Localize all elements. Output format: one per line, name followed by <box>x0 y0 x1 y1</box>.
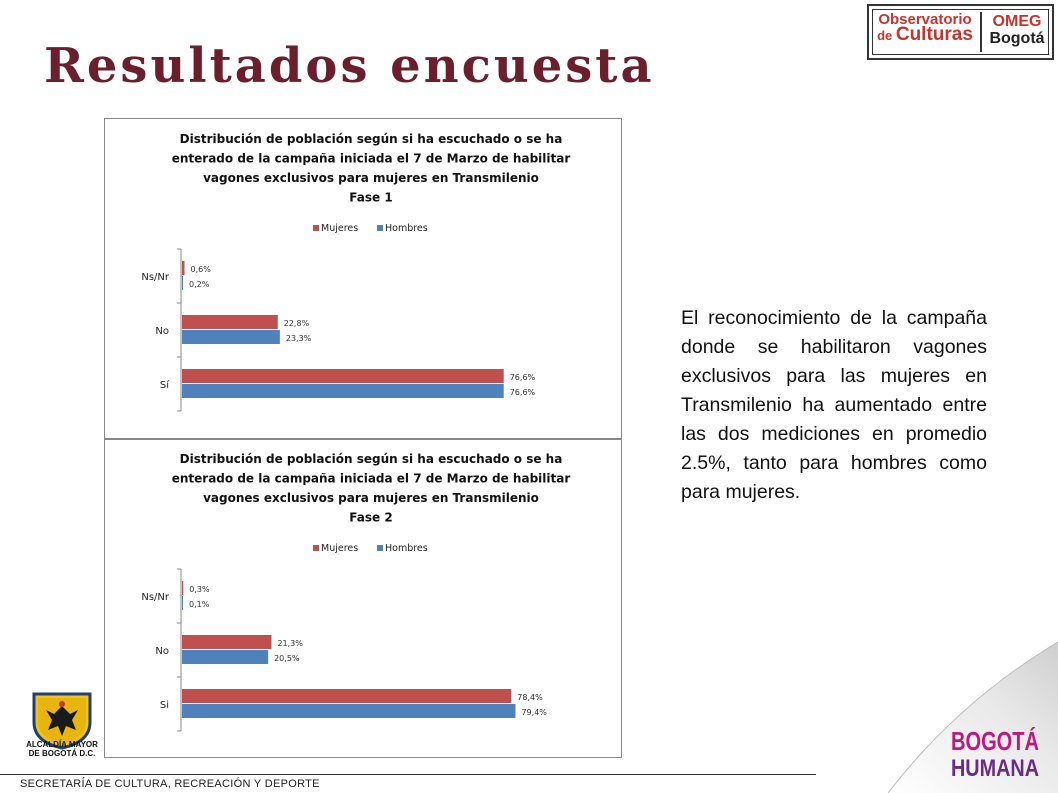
legend-swatch <box>377 225 383 231</box>
alcaldia-line2: DE BOGOTÁ D.C. <box>28 749 96 758</box>
bogota-humana-line2: HUMANA <box>951 755 1039 780</box>
bar-mujeres <box>182 369 504 383</box>
chart-title-line: enterado de la campaña iniciada el 7 de … <box>172 472 571 486</box>
observatorio-line2-prefix: de <box>877 28 896 43</box>
bogota-humana-line1: BOGOTÁ <box>951 726 1039 756</box>
chart-title-line: Fase 2 <box>349 511 392 525</box>
chart-title-line: vagones exclusivos para mujeres en Trans… <box>203 491 539 505</box>
data-label: 76,6% <box>510 373 536 382</box>
alcaldia-shield-logo <box>32 692 92 750</box>
data-label: 76,6% <box>510 388 536 397</box>
bar-hombres <box>182 276 183 290</box>
data-label: 23,3% <box>286 334 312 343</box>
legend-label: Hombres <box>385 223 428 234</box>
bar-hombres <box>182 384 504 398</box>
chart-title-line: enterado de la campaña iniciada el 7 de … <box>172 152 571 166</box>
legend-swatch <box>313 225 319 231</box>
category-label: Ns/Nr <box>141 272 170 283</box>
logo-inner-border <box>872 9 1049 55</box>
bar-mujeres <box>182 261 185 275</box>
category-label: Ns/Nr <box>141 592 170 603</box>
alcaldia-text: ALCALDÍA MAYOR DE BOGOTÁ D.C. <box>14 740 110 758</box>
chart-title-line: vagones exclusivos para mujeres en Trans… <box>203 171 539 185</box>
slide-title: Resultados encuesta <box>44 38 655 94</box>
body-text: El reconocimiento de la campaña donde se… <box>681 307 987 503</box>
observatorio-culturas-logo-text: Observatorio de Culturas <box>875 11 975 45</box>
bar-hombres <box>182 596 183 610</box>
data-label: 22,8% <box>284 319 310 328</box>
bar-mujeres <box>182 315 278 329</box>
logo-separator <box>980 12 982 52</box>
data-label: 20,5% <box>274 654 300 663</box>
legend-label: Mujeres <box>321 223 358 234</box>
observatorio-line2: de Culturas <box>875 24 975 45</box>
data-label: 79,4% <box>521 708 547 717</box>
chart-title-line: Fase 1 <box>349 191 392 205</box>
bar-hombres <box>182 330 280 344</box>
chart-fase-2: Distribución de población según si ha es… <box>141 452 571 732</box>
category-label: Si <box>160 700 169 711</box>
data-label: 0,6% <box>191 265 212 274</box>
bar-mujeres <box>182 689 512 703</box>
data-label: 0,3% <box>189 585 210 594</box>
bar-mujeres <box>182 581 184 595</box>
bar-mujeres <box>182 635 272 649</box>
chart-title-line: Distribución de población según si ha es… <box>180 452 563 466</box>
legend-label: Hombres <box>385 543 428 554</box>
bar-hombres <box>182 704 516 718</box>
footer-text: SECRETARÍA DE CULTURA, RECREACIÓN Y DEPO… <box>20 778 320 790</box>
category-label: No <box>155 326 169 337</box>
data-label: 21,3% <box>277 639 303 648</box>
alcaldia-line1: ALCALDÍA MAYOR <box>26 740 98 749</box>
bar-hombres <box>182 650 269 664</box>
observatorio-line2-big: Culturas <box>895 24 973 45</box>
observatorio-omeg-logo: Observatorio de Culturas OMEG Bogotá <box>867 4 1054 60</box>
observatorio-line1: Observatorio <box>878 11 972 28</box>
legend-swatch <box>377 545 383 551</box>
category-label: No <box>155 646 169 657</box>
data-label: 78,4% <box>517 693 543 702</box>
chart-title-line: Distribución de población según si ha es… <box>180 132 563 146</box>
footer-rule <box>0 774 816 775</box>
legend-swatch <box>313 545 319 551</box>
omeg-line1: OMEG <box>992 13 1042 30</box>
legend-label: Mujeres <box>321 543 358 554</box>
omeg-line2: Bogotá <box>989 30 1045 47</box>
omeg-logo-text: OMEG Bogotá <box>985 13 1049 47</box>
data-label: 0,1% <box>189 600 210 609</box>
chart-fase-1: Distribución de población según si ha es… <box>141 132 571 412</box>
data-label: 0,2% <box>189 280 210 289</box>
chart-divider <box>104 438 622 440</box>
page-curl-decoration <box>888 642 1058 793</box>
bogota-humana-logo: BOGOTÁ HUMANA <box>951 726 1039 780</box>
category-label: Sí <box>160 379 170 391</box>
